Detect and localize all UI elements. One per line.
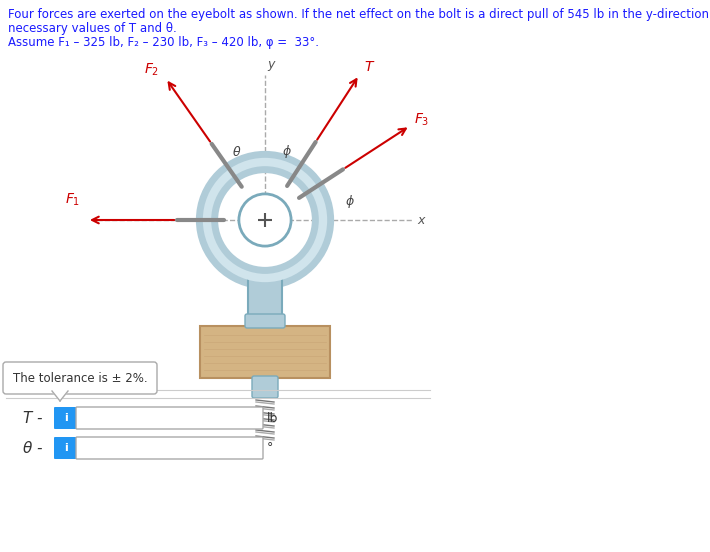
Text: $F_1$: $F_1$ xyxy=(65,192,81,208)
Text: lb: lb xyxy=(267,411,278,424)
FancyBboxPatch shape xyxy=(54,437,78,459)
Bar xyxy=(200,326,330,378)
Text: Assume F₁ – 325 lb, F₂ – 230 lb, F₃ – 420 lb, φ =  33°.: Assume F₁ – 325 lb, F₂ – 230 lb, F₃ – 42… xyxy=(8,36,319,49)
Text: Four forces are exerted on the eyebolt as shown. If the net effect on the bolt i: Four forces are exerted on the eyebolt a… xyxy=(8,8,710,21)
FancyBboxPatch shape xyxy=(252,376,278,398)
Circle shape xyxy=(239,194,291,246)
FancyBboxPatch shape xyxy=(245,314,285,328)
Text: °: ° xyxy=(267,442,273,454)
Text: $T$ -: $T$ - xyxy=(22,410,43,426)
FancyBboxPatch shape xyxy=(76,407,263,429)
Text: necessary values of T and θ.: necessary values of T and θ. xyxy=(8,22,177,35)
Text: i: i xyxy=(64,413,68,423)
FancyBboxPatch shape xyxy=(248,275,282,319)
Text: $\theta$: $\theta$ xyxy=(232,145,241,159)
Text: $F_3$: $F_3$ xyxy=(415,112,430,128)
Polygon shape xyxy=(52,391,68,401)
FancyBboxPatch shape xyxy=(54,407,78,429)
FancyBboxPatch shape xyxy=(76,437,263,459)
Text: y: y xyxy=(267,58,274,71)
Text: $\phi$: $\phi$ xyxy=(282,144,292,161)
Text: x: x xyxy=(417,214,425,226)
Text: The tolerance is ± 2%.: The tolerance is ± 2%. xyxy=(13,371,148,385)
FancyBboxPatch shape xyxy=(3,362,157,394)
Text: i: i xyxy=(64,443,68,453)
Text: $T$: $T$ xyxy=(364,60,375,74)
Text: $\theta$ -: $\theta$ - xyxy=(22,440,43,456)
Text: $F_2$: $F_2$ xyxy=(144,62,159,78)
Text: $\phi$: $\phi$ xyxy=(345,194,355,210)
